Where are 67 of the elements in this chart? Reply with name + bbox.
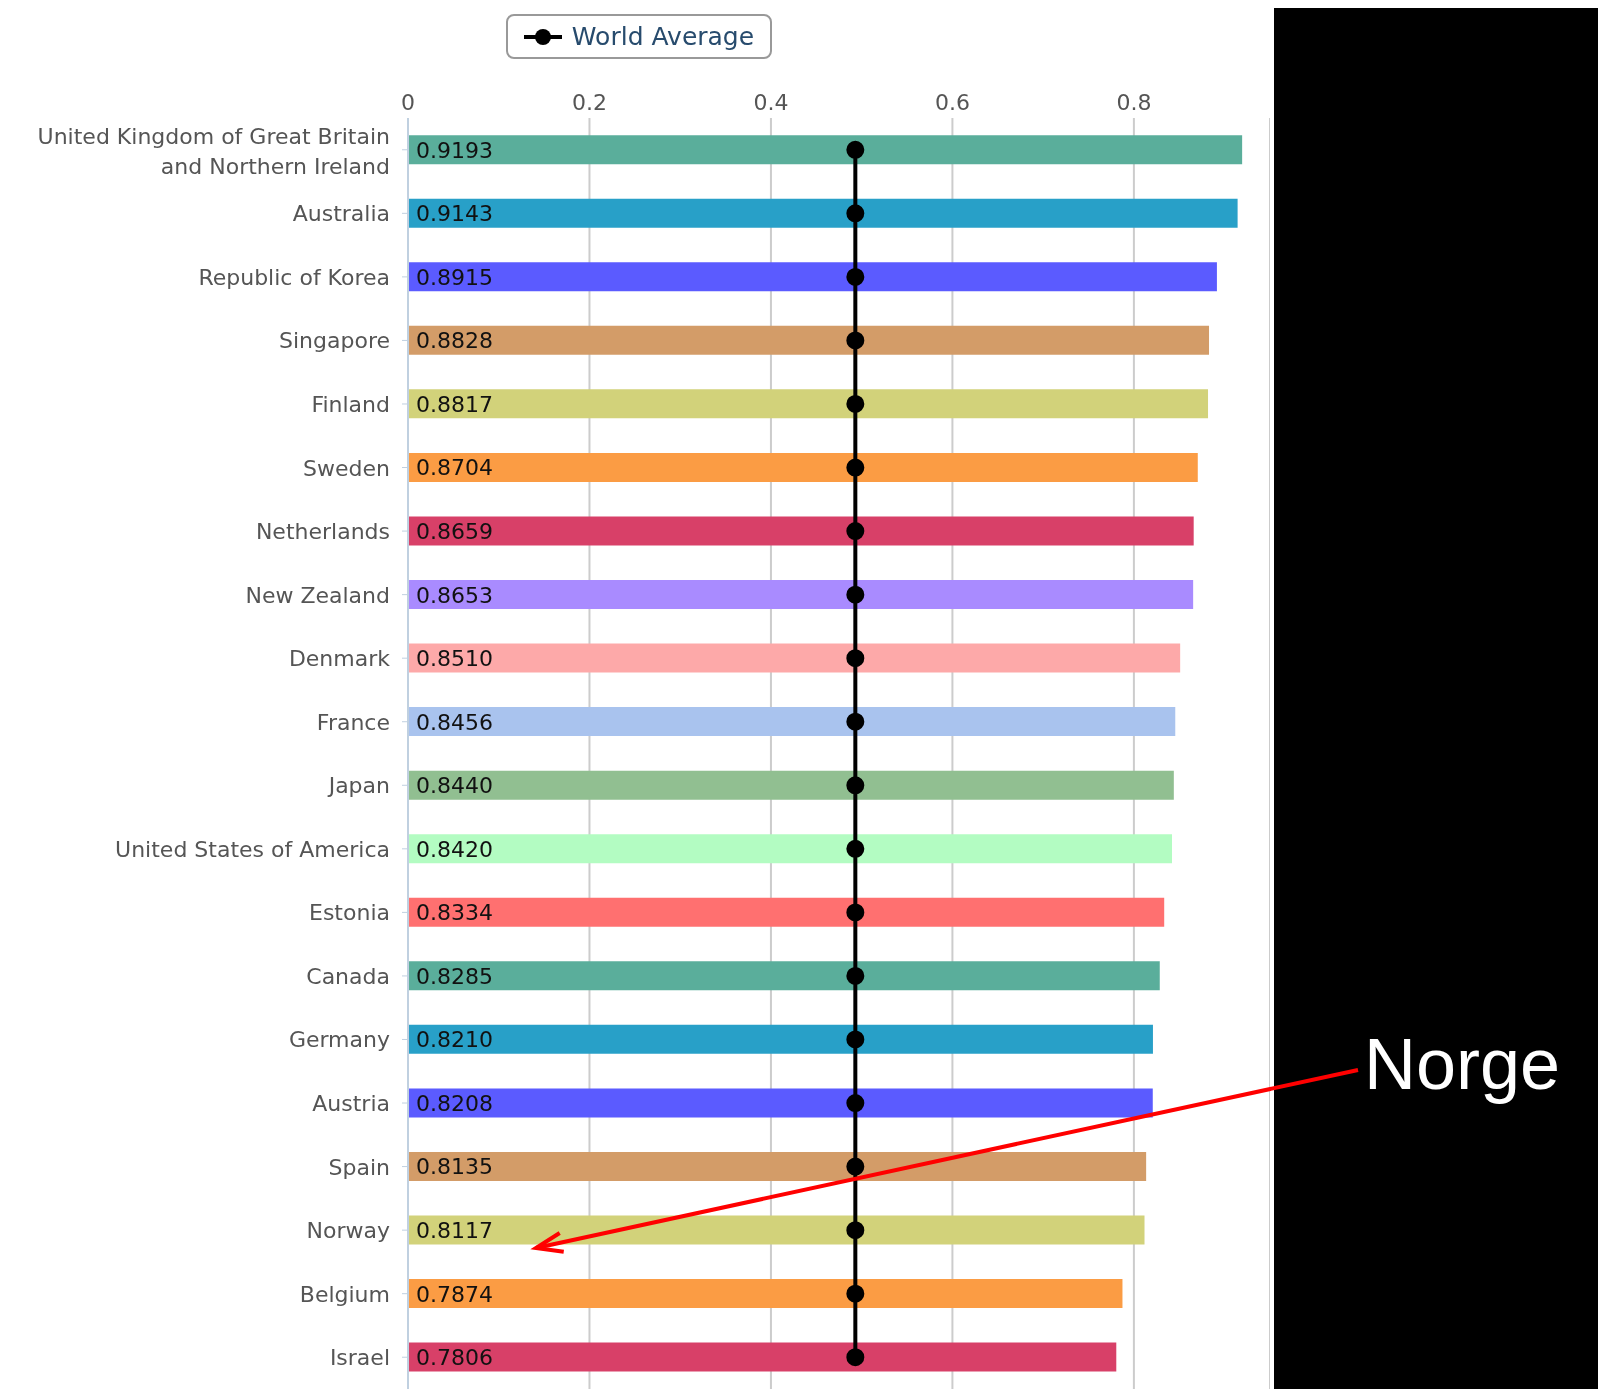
data-label: 0.8334 [416, 900, 493, 926]
y-tick-label: Australia [292, 201, 390, 227]
legend-label: World Average [571, 22, 755, 51]
bar [408, 325, 1210, 355]
data-label: 0.8510 [416, 646, 493, 672]
y-tick-label: Republic of Korea [198, 264, 390, 290]
data-label: 0.8420 [416, 836, 493, 862]
bar [408, 1279, 1123, 1309]
data-label: 0.8285 [416, 963, 493, 989]
data-label: 0.8440 [416, 773, 493, 799]
data-label: 0.9143 [416, 201, 493, 227]
y-tick-label: Belgium [299, 1281, 390, 1307]
data-label: 0.7874 [416, 1281, 493, 1307]
bar [408, 961, 1160, 991]
bar [408, 1342, 1117, 1372]
bar [408, 770, 1174, 800]
bar [408, 1088, 1153, 1118]
y-tick-label: Israel [329, 1345, 390, 1371]
y-tick-label: Germany [288, 1027, 390, 1053]
y-tick-label: Singapore [279, 328, 390, 354]
y-tick-label: France [316, 709, 390, 735]
x-tick-label: 0.2 [571, 90, 607, 115]
data-label: 0.8828 [416, 328, 493, 354]
bar [408, 897, 1165, 927]
y-tick-label: United Kingdom of Great Britain and Northern Ireland [37, 123, 390, 179]
bar [408, 135, 1243, 165]
y-tick-label: Finland [311, 391, 390, 417]
data-label: 0.8456 [416, 709, 493, 735]
data-label: 0.8208 [416, 1090, 493, 1116]
y-tick-label: United States of America [115, 836, 390, 862]
x-tick-label: 0 [401, 90, 415, 115]
y-tick-label: Austria [312, 1091, 390, 1117]
data-label: 0.8210 [416, 1027, 493, 1053]
bar [408, 1215, 1145, 1245]
bar [408, 389, 1209, 419]
bar [408, 580, 1194, 610]
y-tick-label: Denmark [288, 646, 391, 672]
y-tick-label: Estonia [309, 900, 390, 926]
bar [408, 1024, 1153, 1054]
bar [408, 1151, 1147, 1181]
y-tick-label: Sweden [303, 455, 390, 481]
data-label: 0.8817 [416, 391, 493, 417]
x-tick-label: 0.6 [934, 90, 970, 115]
y-tick-label: Spain [328, 1154, 390, 1180]
bar [408, 834, 1172, 864]
text: Norge [1364, 1023, 1561, 1105]
y-tick-label: Japan [326, 773, 390, 799]
data-label: 0.8915 [416, 264, 493, 290]
y-tick-label: New Zealand [245, 582, 390, 608]
bar [408, 452, 1198, 482]
data-label: 0.8704 [416, 455, 493, 481]
y-tick-label: Netherlands [255, 519, 390, 545]
y-tick-label: Norway [306, 1218, 390, 1244]
data-label: 0.8117 [416, 1218, 493, 1244]
bar [408, 198, 1238, 228]
bar [408, 262, 1217, 292]
y-tick-label: Canada [306, 963, 390, 989]
x-tick-label: 0.4 [753, 90, 789, 115]
bar [408, 516, 1194, 546]
x-tick-label: 0.8 [1116, 90, 1152, 115]
data-label: 0.8653 [416, 582, 493, 608]
bar [408, 707, 1176, 737]
bar [408, 643, 1181, 673]
data-label: 0.8135 [416, 1154, 493, 1180]
data-label: 0.8659 [416, 518, 493, 544]
data-label: 0.9193 [416, 137, 493, 163]
data-label: 0.7806 [416, 1345, 493, 1371]
